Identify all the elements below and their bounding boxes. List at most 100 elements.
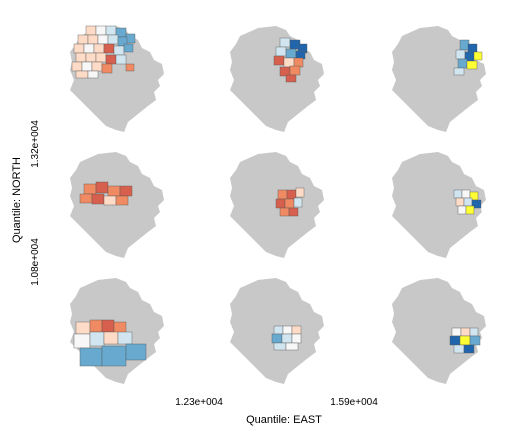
district-cell [279,37,291,48]
map-panel-4 [70,152,164,258]
y-tick-label-2: 1.32e+004 [30,120,41,168]
district-cell [461,189,471,199]
district-cell [457,58,468,69]
district-cell [463,197,473,207]
district-cell [284,198,295,209]
district-cell [469,335,481,346]
district-cell [279,207,290,217]
district-cell [75,52,87,63]
map-panels [70,25,486,384]
map-panel-6 [392,152,486,258]
y-axis-title: Quantile: NORTH [11,157,23,243]
region-outline [392,26,486,132]
district-cell [75,321,91,335]
district-cell [95,25,107,36]
district-cell [87,70,99,79]
district-cell [73,333,91,349]
district-cell [91,193,105,205]
map-panel-1 [70,25,164,132]
district-cell [113,45,125,56]
district-cell [282,325,293,335]
district-cell [105,54,117,65]
district-cell [125,33,136,44]
district-cell [101,319,115,333]
district-cell [463,344,475,354]
district-cell [289,65,301,76]
district-cell [286,189,297,200]
map-panel-9 [392,278,486,384]
district-cell [277,189,288,200]
map-panel-7 [70,278,164,384]
district-cell [273,55,285,66]
district-cell [275,198,286,209]
district-cell [455,197,465,207]
district-cell [105,25,117,36]
district-cell [101,63,113,74]
district-cell [279,66,291,77]
district-cell [291,325,302,335]
map-panel-2 [230,26,324,132]
district-cell [115,54,127,65]
district-cell [83,43,95,54]
district-cell [81,61,93,72]
district-cell [95,181,109,194]
district-cell [107,185,121,197]
district-cell [281,333,293,344]
district-cell [275,46,287,57]
district-cell [117,331,133,345]
district-cell [457,205,467,215]
district-cell [285,342,299,351]
district-cell [460,327,471,337]
district-cell [293,197,303,208]
district-cell [459,39,470,51]
district-cell [271,333,283,344]
district-cell [451,327,462,337]
district-cell [473,51,483,61]
district-cell [103,43,115,54]
district-cell [465,205,475,215]
district-cell [455,49,466,60]
district-cell [469,327,479,337]
district-cell [471,199,482,209]
district-cell [285,48,297,59]
district-cell [89,331,105,347]
district-cell [97,34,109,45]
x-tick-label-1: 1.23e+004 [175,397,223,408]
district-cell [119,185,133,197]
district-cell [125,343,147,361]
district-cell [87,34,99,45]
district-cell [453,189,463,199]
district-cell [101,345,127,367]
district-cell [449,335,461,346]
district-cell [113,321,127,334]
district-cell [288,207,299,217]
district-cell [459,335,471,346]
district-cell [77,34,89,45]
map-panel-8 [230,278,324,384]
district-cell [283,57,295,68]
district-cell [73,43,85,54]
district-cell [83,183,97,195]
x-axis-title: Quantile: EAST [246,414,322,426]
district-cell [75,70,89,79]
district-cell [466,60,478,70]
district-cell [453,344,465,354]
district-cell [85,25,97,36]
district-cell [71,61,83,72]
district-cell [125,63,135,72]
district-cell [79,193,93,204]
district-cell [89,319,103,333]
district-cell [285,74,297,83]
district-cell [273,342,287,351]
x-tick-label-2: 1.59e+004 [330,397,378,408]
district-cell [293,57,304,68]
map-panel-3 [392,26,486,132]
district-cell [123,43,134,53]
district-cell [95,52,107,63]
district-cell [115,195,129,206]
district-cell [273,325,284,335]
district-cell [107,34,119,45]
region-outline [392,278,486,384]
y-tick-label-1: 1.08e+004 [30,238,41,286]
